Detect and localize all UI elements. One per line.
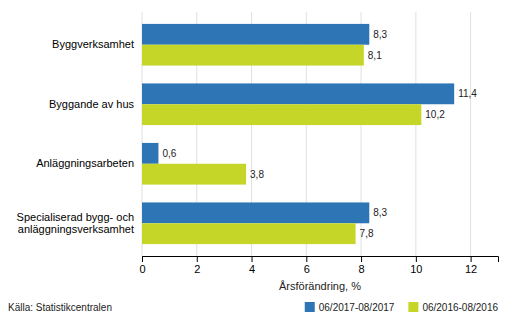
legend: 06/2017-08/2017 06/2016-08/2016 <box>305 302 499 313</box>
x-tick-mark <box>197 256 198 262</box>
bar <box>142 143 158 164</box>
legend-label: 06/2016-08/2016 <box>422 302 498 313</box>
legend-item: 06/2017-08/2017 <box>305 302 395 313</box>
bar <box>142 24 369 45</box>
data-label: 8,1 <box>368 50 382 61</box>
bar <box>142 164 246 185</box>
y-tick-label: Byggande av hus <box>49 98 135 110</box>
x-tick: 10 <box>410 256 422 275</box>
x-axis: 0 2 4 6 8 10 12 <box>139 256 498 275</box>
x-tick-mark <box>252 256 253 262</box>
data-label: 10,2 <box>425 109 445 120</box>
plot: 0 2 4 6 8 10 12 Specialiserad bygg- ochanläggni… <box>17 12 499 275</box>
x-tick-label: 4 <box>249 263 255 275</box>
data-label: 7,8 <box>360 228 374 239</box>
data-label: 0,6 <box>162 148 176 159</box>
x-tick: 4 <box>249 256 255 275</box>
x-tick-label: 0 <box>139 263 145 275</box>
x-tick-mark <box>416 256 417 262</box>
x-axis-title: Årsförändring, % <box>279 280 361 292</box>
bars <box>142 24 454 244</box>
bar <box>142 202 369 223</box>
grid-line <box>415 12 416 256</box>
x-tick-mark <box>471 256 472 262</box>
grid-line <box>470 12 471 256</box>
x-tick-label: 6 <box>304 263 310 275</box>
x-tick-mark <box>306 256 307 262</box>
chart: 0 2 4 6 8 10 12 Specialiserad bygg- ochanläggni… <box>0 0 520 320</box>
x-tick: 6 <box>304 256 310 275</box>
data-label: 11,4 <box>458 88 477 99</box>
legend-label: 06/2017-08/2017 <box>319 302 395 313</box>
data-label: 8,3 <box>373 29 387 40</box>
data-label: 3,8 <box>250 169 264 180</box>
x-tick: 0 <box>139 256 145 275</box>
x-tick-label: 8 <box>359 263 365 275</box>
x-tick: 2 <box>194 256 200 275</box>
y-tick-label: Specialiserad bygg- ochanläggningsverksa… <box>17 211 134 235</box>
legend-swatch <box>305 302 315 312</box>
x-tick-mark <box>361 256 362 262</box>
y-tick-label: Anläggningsarbeten <box>36 157 134 169</box>
bar <box>142 104 421 125</box>
data-label: 8,3 <box>373 207 387 218</box>
x-tick-label: 2 <box>194 263 200 275</box>
bar <box>142 45 364 66</box>
x-tick-label: 10 <box>410 263 422 275</box>
grid <box>142 12 471 256</box>
y-tick: Byggande av hus <box>49 98 142 110</box>
x-tick-label: 12 <box>465 263 477 275</box>
x-tick: 8 <box>359 256 365 275</box>
y-tick: Anläggningsarbeten <box>36 157 142 169</box>
y-tick: Specialiserad bygg- ochanläggningsverksa… <box>17 211 142 235</box>
bar <box>142 83 454 104</box>
y-tick-label: Byggverksamhet <box>52 38 134 50</box>
data-labels: 8,3 0,6 11,4 8,3 7,8 3,8 10,2 8,1 <box>162 29 477 239</box>
x-tick-mark <box>142 256 143 262</box>
x-axis-line <box>143 257 499 263</box>
bar <box>142 223 356 244</box>
x-tick: 12 <box>465 256 477 275</box>
annotation: Källa: Statistikcentralen <box>8 302 112 313</box>
legend-item: 06/2016-08/2016 <box>408 302 498 313</box>
y-tick: Byggverksamhet <box>52 38 142 50</box>
legend-swatch <box>408 302 418 312</box>
y-axis: Specialiserad bygg- ochanläggningsverksa… <box>17 38 142 235</box>
